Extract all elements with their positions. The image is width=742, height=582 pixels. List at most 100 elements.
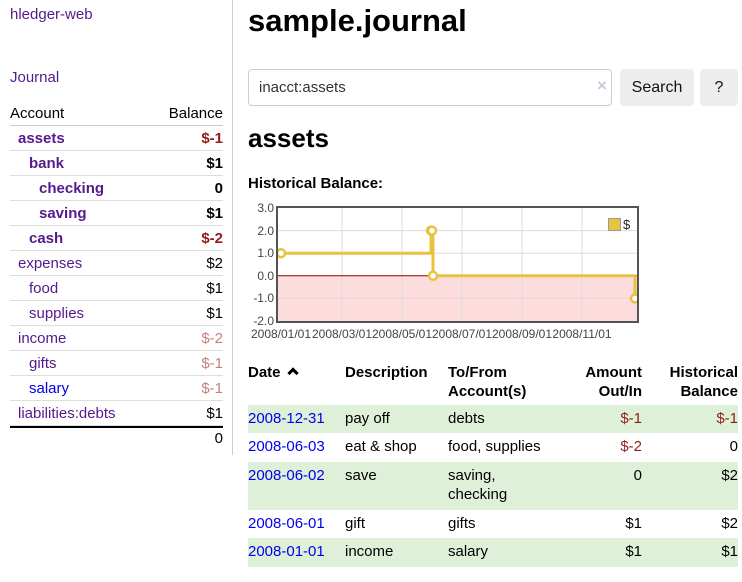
accounts-total-row: 0 <box>10 426 223 449</box>
accounts-total-value: 0 <box>214 430 223 447</box>
account-balance: 0 <box>214 179 223 197</box>
transaction-balance: $2 <box>721 514 738 532</box>
transaction-date-link[interactable]: 2008-12-31 <box>248 409 325 427</box>
data-point-markers <box>278 225 637 304</box>
account-balance: $1 <box>206 279 223 297</box>
transaction-date-link[interactable]: 2008-06-02 <box>248 467 325 484</box>
transaction-row[interactable]: 2008-06-02 save saving, checking 0 $2 <box>248 462 738 510</box>
account-balance: $1 <box>206 404 223 422</box>
transaction-balance: $1 <box>721 543 738 561</box>
account-row-salary[interactable]: salary $-1 <box>10 376 223 401</box>
register-header-row: Date Description To/From Account(s) Amou… <box>248 361 738 405</box>
sort-ascending-icon <box>286 367 299 379</box>
account-link[interactable]: bank <box>29 154 65 172</box>
transaction-row[interactable]: 2008-12-31 pay off debts $-1 $-1 <box>248 404 738 434</box>
transaction-amount: $1 <box>625 543 642 561</box>
account-row-assets[interactable]: assets $-1 <box>10 126 223 151</box>
transaction-description: income <box>345 543 394 561</box>
account-row-income[interactable]: income $-2 <box>10 326 223 351</box>
transaction-date-link[interactable]: 2008-06-03 <box>248 438 325 456</box>
account-link[interactable]: food <box>29 279 59 297</box>
account-balance: $-2 <box>201 329 223 347</box>
transaction-balance: 0 <box>729 438 738 456</box>
clear-search-icon[interactable]: × <box>597 76 607 95</box>
balance-column-header: Historical Balance <box>669 364 738 400</box>
x-tick: 2008/01/01 <box>250 327 312 341</box>
account-link[interactable]: expenses <box>18 254 83 272</box>
account-balance: $-1 <box>201 129 223 147</box>
sidebar-divider <box>232 0 233 455</box>
account-link[interactable]: assets <box>18 129 65 147</box>
chart-legend: $ <box>608 217 630 232</box>
register-table: Date Description To/From Account(s) Amou… <box>248 361 738 567</box>
transaction-amount: $-1 <box>620 409 642 427</box>
date-column-header[interactable]: Date <box>248 361 345 405</box>
account-row-expenses[interactable]: expenses $2 <box>10 251 223 276</box>
amount-column-header: Amount Out/In <box>585 364 642 400</box>
account-row-liabilities-debts[interactable]: liabilities:debts $1 <box>10 401 223 426</box>
search-button[interactable]: Search <box>620 69 694 106</box>
account-link[interactable]: supplies <box>29 304 85 322</box>
account-row-cash[interactable]: cash $-2 <box>10 226 223 251</box>
account-row-food[interactable]: food $1 <box>10 276 223 301</box>
balance-column-header: Balance <box>168 105 223 122</box>
account-row-supplies[interactable]: supplies $1 <box>10 301 223 326</box>
account-link[interactable]: gifts <box>29 354 57 372</box>
transaction-description: eat & shop <box>345 438 417 456</box>
transaction-row[interactable]: 2008-01-01 income salary $1 $1 <box>248 538 738 567</box>
account-row-checking[interactable]: checking 0 <box>10 176 223 201</box>
sidebar: hledger-web Journal Account Balance asse… <box>0 0 232 582</box>
transaction-accounts: gifts <box>448 514 476 532</box>
transaction-row[interactable]: 2008-06-03 eat & shop food, supplies $-2… <box>248 433 738 462</box>
accounts-column-header: To/From Account(s) <box>448 364 527 400</box>
transaction-description: pay off <box>345 409 390 427</box>
account-row-bank[interactable]: bank $1 <box>10 151 223 176</box>
transaction-amount: 0 <box>633 467 642 484</box>
x-tick: 2008/11/01 <box>552 327 612 341</box>
sidebar-item-journal[interactable]: Journal <box>10 69 60 86</box>
accounts-table-header: Account Balance <box>10 102 223 126</box>
transaction-accounts: debts <box>448 409 485 427</box>
chart-title: Historical Balance: <box>248 175 384 192</box>
transaction-description: save <box>345 467 377 484</box>
transaction-description: gift <box>345 514 366 532</box>
account-row-gifts[interactable]: gifts $-1 <box>10 351 223 376</box>
account-link[interactable]: liabilities:debts <box>18 404 116 422</box>
transaction-date-link[interactable]: 2008-01-01 <box>248 543 325 561</box>
chart-plot-area: $ <box>276 206 639 323</box>
account-row-saving[interactable]: saving $1 <box>10 201 223 226</box>
accounts-table: Account Balance assets $-1 bank $1 check… <box>10 102 223 449</box>
transaction-accounts: salary <box>448 543 489 561</box>
account-link[interactable]: checking <box>39 179 105 197</box>
historical-balance-chart: 3.0 2.0 1.0 0.0 -1.0 -2.0 <box>248 200 678 342</box>
account-balance: $1 <box>206 204 223 222</box>
account-balance: $-2 <box>201 229 223 247</box>
chart-canvas <box>278 208 637 321</box>
transaction-balance: $-1 <box>716 409 738 427</box>
account-link[interactable]: cash <box>29 229 64 247</box>
y-tick: 1.0 <box>257 246 274 260</box>
account-balance: $-1 <box>201 379 223 397</box>
legend-label: $ <box>623 217 631 232</box>
app-brand-link[interactable]: hledger-web <box>10 6 93 23</box>
y-tick: 2.0 <box>257 224 274 238</box>
gridlines <box>278 208 637 321</box>
search-input[interactable] <box>248 69 612 106</box>
account-balance: $2 <box>206 254 223 272</box>
transaction-accounts: food, supplies <box>448 438 541 456</box>
transaction-row[interactable]: 2008-06-01 gift gifts $1 $2 <box>248 510 738 539</box>
x-tick: 2008/05/01 <box>371 327 433 341</box>
transaction-balance: $2 <box>721 467 738 484</box>
account-column-header: Account <box>10 105 65 122</box>
transaction-amount: $1 <box>625 514 642 532</box>
transaction-date-link[interactable]: 2008-06-01 <box>248 514 325 532</box>
account-link[interactable]: saving <box>39 204 87 222</box>
account-link[interactable]: income <box>18 329 67 347</box>
transaction-amount: $-2 <box>620 438 642 456</box>
y-tick: 3.0 <box>257 201 274 215</box>
transaction-accounts: saving, checking <box>448 467 508 503</box>
account-link[interactable]: salary <box>29 379 70 397</box>
account-balance: $1 <box>206 154 223 172</box>
help-button[interactable]: ? <box>700 69 738 106</box>
x-tick: 2008/03/01 <box>311 327 373 341</box>
